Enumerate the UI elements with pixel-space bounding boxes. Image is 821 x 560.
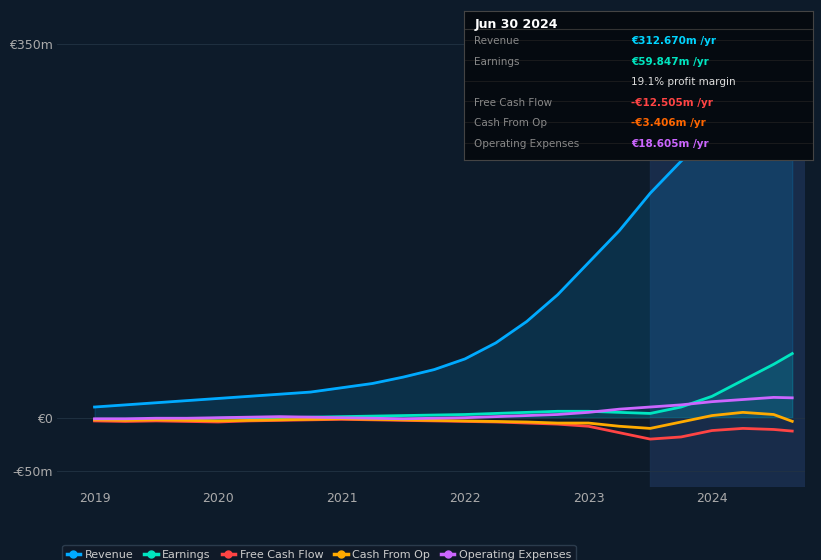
Text: Earnings: Earnings xyxy=(475,57,520,67)
Legend: Revenue, Earnings, Free Cash Flow, Cash From Op, Operating Expenses: Revenue, Earnings, Free Cash Flow, Cash … xyxy=(62,545,576,560)
Text: Revenue: Revenue xyxy=(475,36,520,46)
Text: €59.847m /yr: €59.847m /yr xyxy=(631,57,709,67)
Text: 19.1% profit margin: 19.1% profit margin xyxy=(631,77,736,87)
Bar xyxy=(650,17,805,487)
Text: €18.605m /yr: €18.605m /yr xyxy=(631,139,709,149)
Text: €312.670m /yr: €312.670m /yr xyxy=(631,36,717,46)
Text: -€12.505m /yr: -€12.505m /yr xyxy=(631,98,713,108)
Text: Free Cash Flow: Free Cash Flow xyxy=(475,98,553,108)
Text: Cash From Op: Cash From Op xyxy=(475,118,548,128)
Text: Operating Expenses: Operating Expenses xyxy=(475,139,580,149)
Text: Jun 30 2024: Jun 30 2024 xyxy=(475,18,557,31)
Text: -€3.406m /yr: -€3.406m /yr xyxy=(631,118,706,128)
